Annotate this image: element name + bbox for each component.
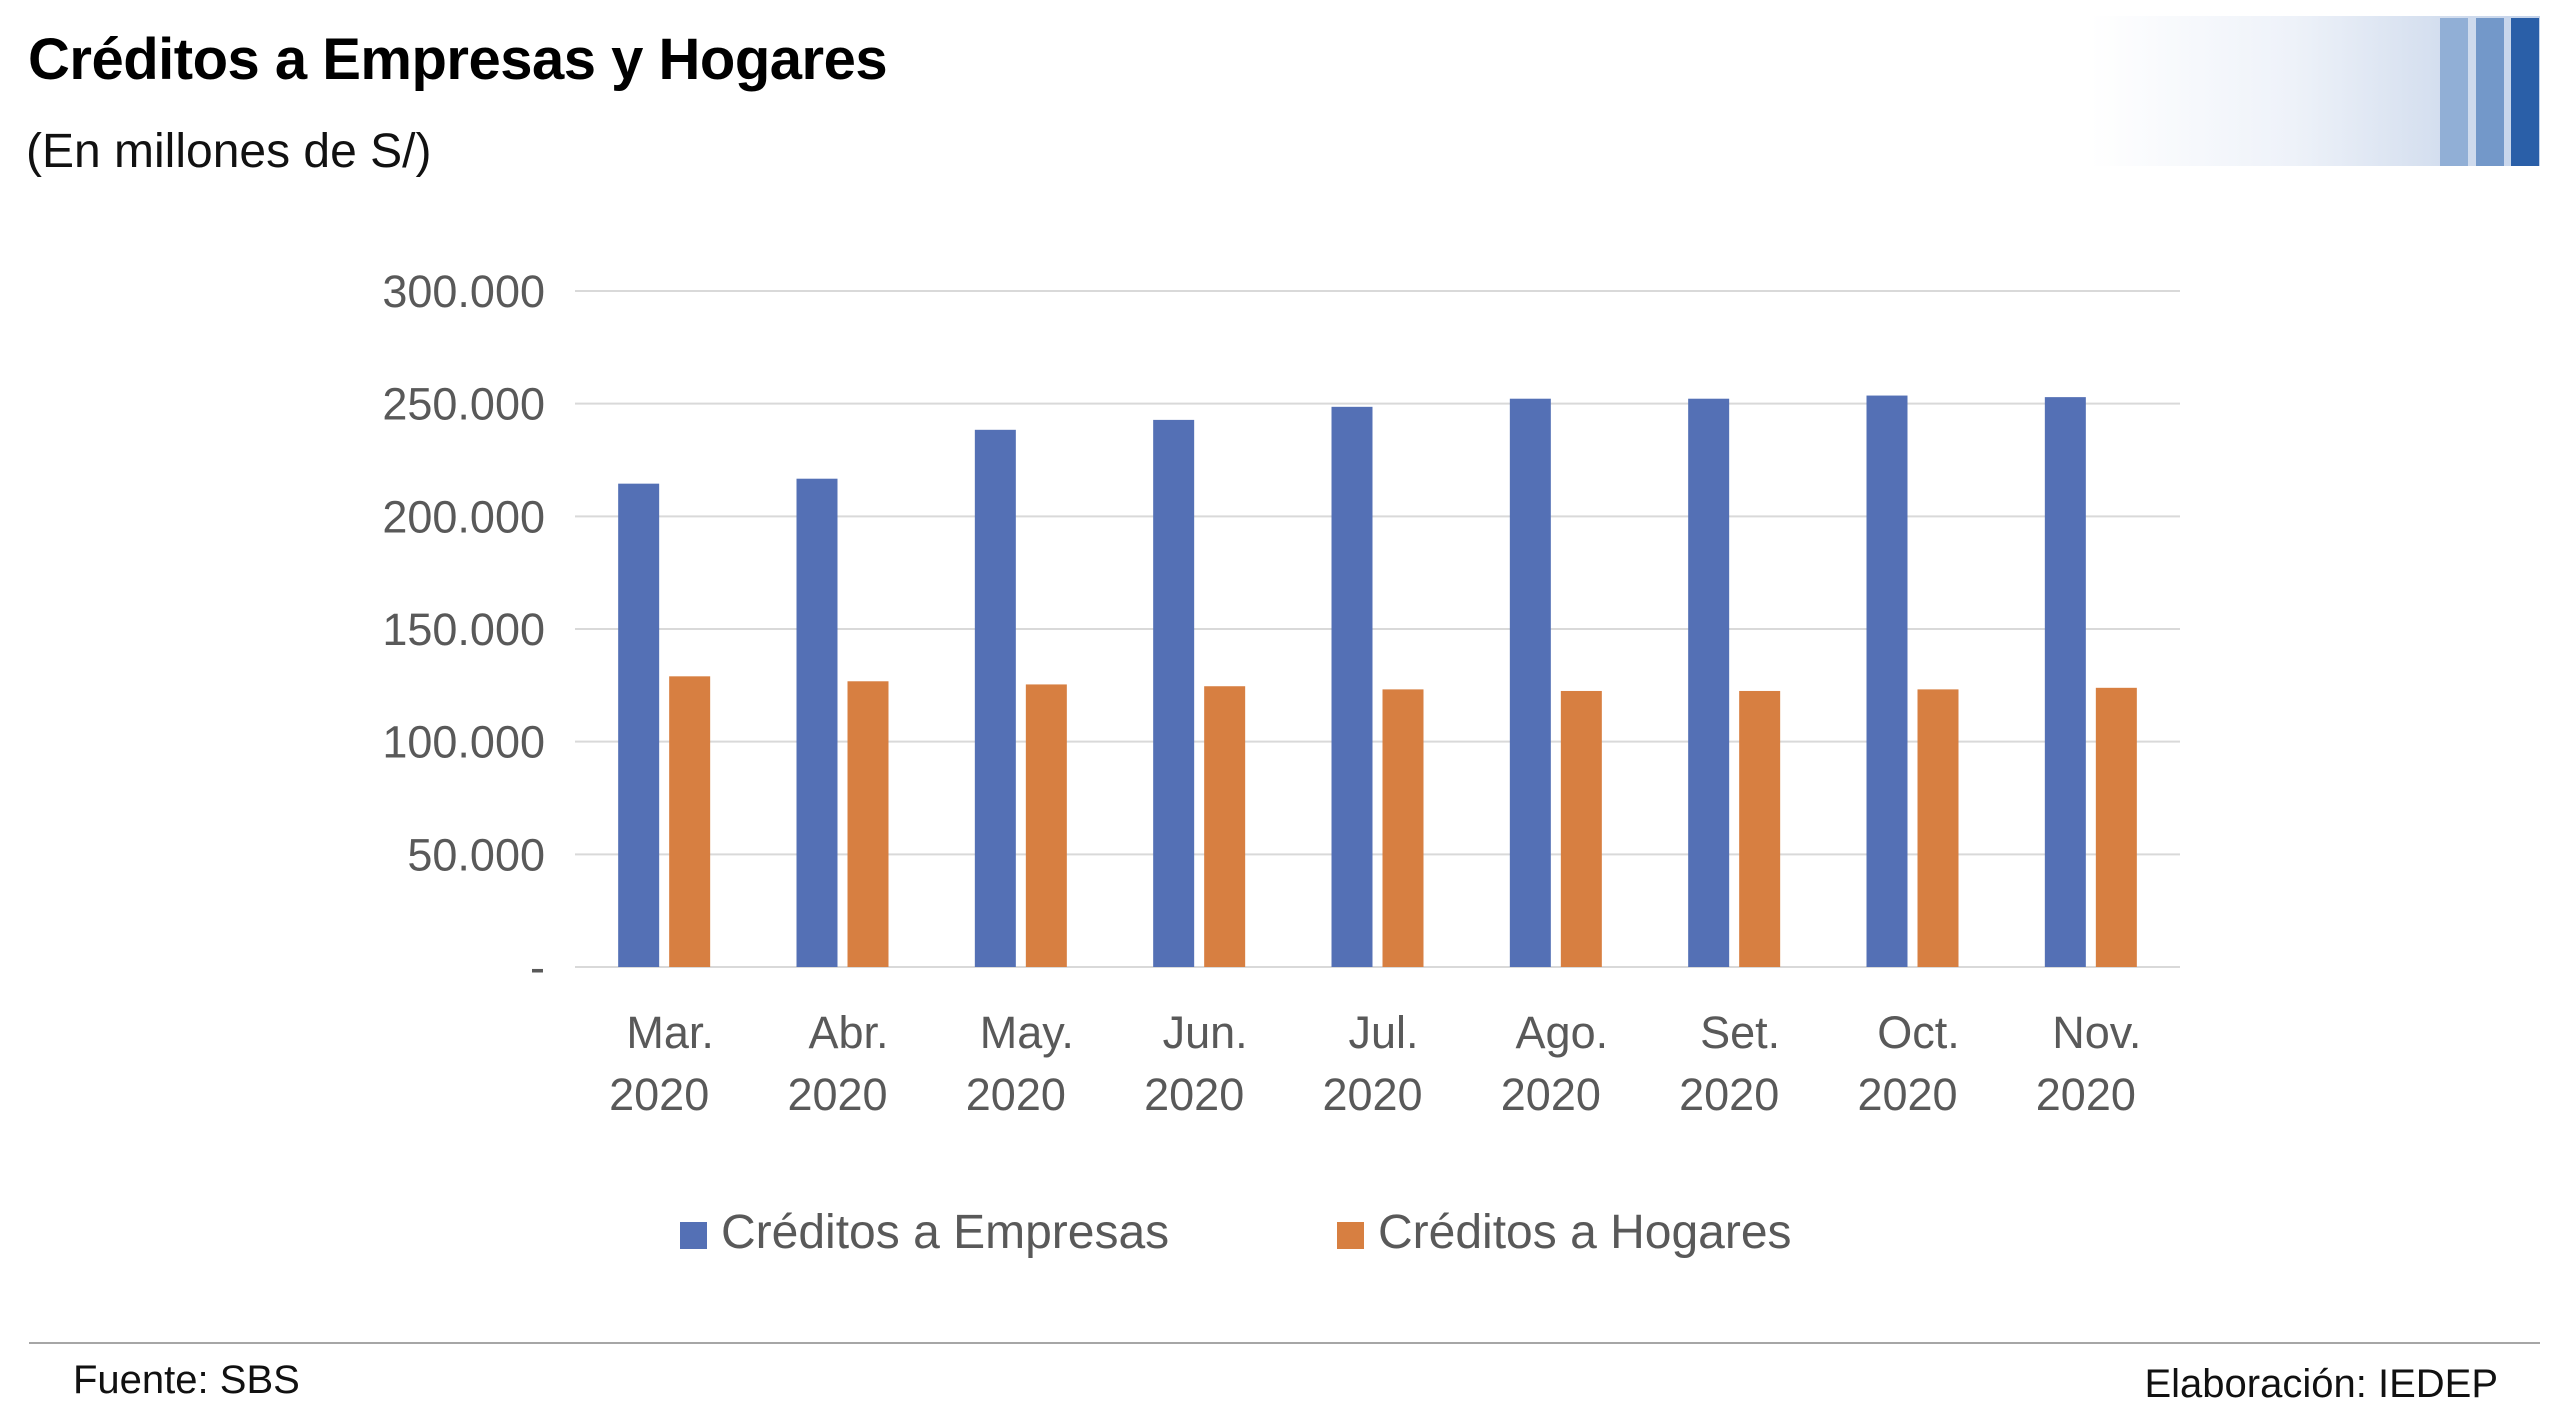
x-tick-label: 2020 — [1501, 1069, 1601, 1120]
legend-swatch — [1337, 1222, 1364, 1249]
bar-empresas — [1331, 406, 1373, 968]
legend-swatch — [680, 1222, 707, 1249]
bar-chart: - 50.000 100.000 150.000 200.000 250.000 300.0… — [382, 266, 2180, 1259]
bar-empresas — [1509, 398, 1551, 967]
y-tick-label: - — [530, 942, 545, 993]
source-note: Fuente: SBS — [73, 1358, 300, 1402]
x-tick-label: 2020 — [1679, 1069, 1779, 1120]
bar-empresas — [618, 483, 660, 967]
bar-hogares — [847, 681, 889, 967]
bar-hogares — [1025, 684, 1067, 967]
x-tick-label: 2020 — [1857, 1069, 1957, 1120]
x-tick-label: 2020 — [966, 1069, 1066, 1120]
y-tick-label: 200.000 — [382, 491, 545, 542]
y-tick-label: 250.000 — [382, 379, 545, 430]
bar-empresas — [974, 429, 1016, 968]
footer-divider — [29, 1342, 2540, 1344]
x-tick-label: 2020 — [1322, 1069, 1422, 1120]
bar-hogares — [1204, 686, 1246, 967]
decoration-bar — [2440, 18, 2468, 166]
x-tick-label: Oct. — [1877, 1007, 1960, 1058]
x-tick-label: Abr. — [808, 1007, 888, 1058]
x-tick-label: Jul. — [1348, 1007, 1418, 1058]
legend-label: Créditos a Hogares — [1378, 1206, 1792, 1259]
x-tick-label: Set. — [1700, 1007, 1780, 1058]
legend-label: Créditos a Empresas — [721, 1206, 1169, 1259]
x-tick-label: Ago. — [1516, 1007, 1609, 1058]
bar-hogares — [1739, 690, 1781, 967]
bar-hogares — [669, 676, 711, 967]
chart-title: Créditos a Empresas y Hogares — [28, 27, 888, 92]
x-tick-label: 2020 — [609, 1069, 709, 1120]
x-tick-label: Mar. — [626, 1007, 714, 1058]
x-tick-label: Nov. — [2052, 1007, 2141, 1058]
chart-subtitle: (En millones de S/) — [26, 125, 432, 178]
bar-empresas — [1866, 395, 1908, 967]
x-tick-label: 2020 — [2036, 1069, 2136, 1120]
decoration-bar — [2511, 18, 2539, 166]
x-tick-label: Jun. — [1163, 1007, 1248, 1058]
bar-empresas — [1153, 419, 1195, 968]
header-decoration — [2090, 16, 2540, 166]
x-tick-label: 2020 — [1144, 1069, 1244, 1120]
bar-hogares — [1917, 689, 1959, 967]
x-tick-label: May. — [980, 1007, 1074, 1058]
bar-empresas — [796, 478, 838, 967]
y-tick-label: 100.000 — [382, 717, 545, 768]
decoration-bar — [2476, 18, 2504, 166]
bar-hogares — [1560, 690, 1602, 967]
y-tick-label: 150.000 — [382, 604, 545, 655]
credit-note: Elaboración: IEDEP — [2144, 1362, 2498, 1406]
y-tick-label: 50.000 — [407, 829, 545, 880]
bar-empresas — [2044, 397, 2086, 968]
x-tick-label: 2020 — [787, 1069, 887, 1120]
bar-hogares — [1382, 689, 1424, 967]
bar-empresas — [1688, 398, 1730, 967]
bar-hogares — [2095, 687, 2137, 967]
y-tick-label: 300.000 — [382, 266, 545, 317]
